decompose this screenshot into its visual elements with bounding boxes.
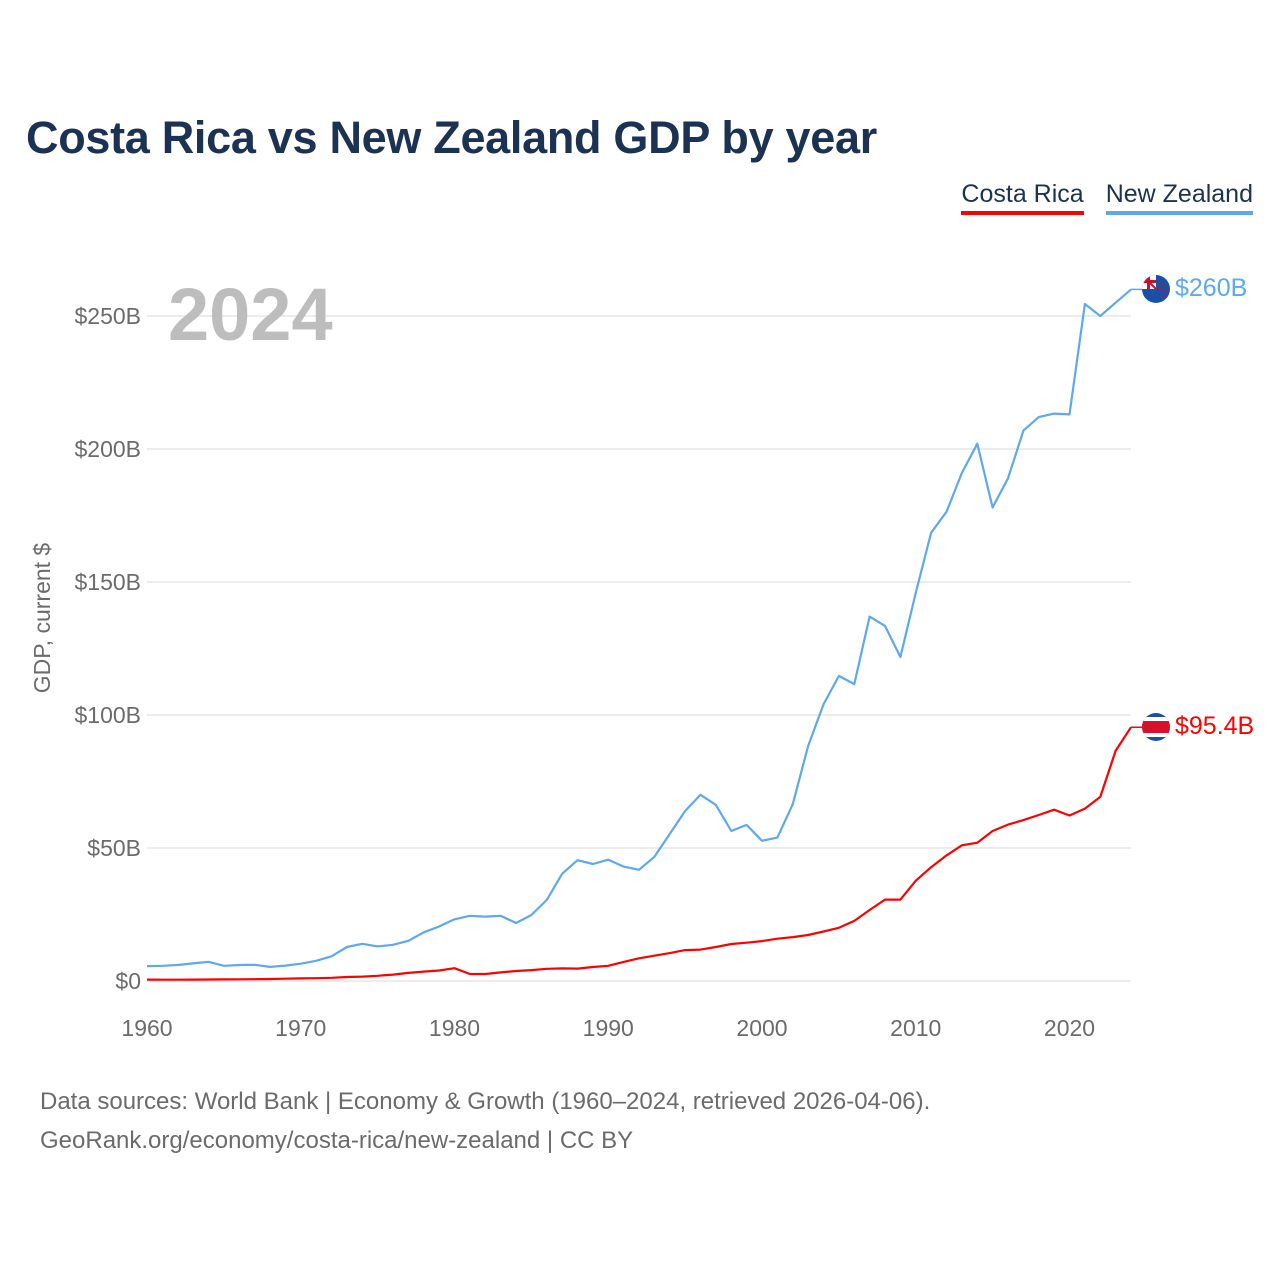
y-axis-ticks: $0 $50B $100B $150B $200B $250B (74, 303, 141, 994)
x-axis-ticks: 1960 1970 1980 1990 2000 2010 2020 (121, 1015, 1095, 1041)
x-tick-label: 1980 (429, 1015, 480, 1041)
footer: Data sources: World Bank | Economy & Gro… (40, 1082, 930, 1160)
series-line-costa-rica (146, 726, 1132, 981)
x-tick-label: 2010 (890, 1015, 941, 1041)
end-label-costa-rica: $95.4B (1175, 712, 1254, 740)
y-axis-label: GDP, current $ (29, 543, 55, 694)
y-tick-label: $250B (74, 303, 141, 329)
year-watermark: 2024 (168, 273, 333, 356)
x-tick-label: 2020 (1044, 1015, 1095, 1041)
y-tick-label: $150B (74, 569, 141, 595)
x-tick-label: 1990 (583, 1015, 634, 1041)
chart-title: Costa Rica vs New Zealand GDP by year (26, 112, 877, 163)
legend: Costa Rica New Zealand (961, 180, 1253, 215)
x-tick-label: 1970 (275, 1015, 326, 1041)
y-tick-label: $100B (74, 702, 141, 728)
y-tick-label: $0 (115, 968, 141, 994)
x-tick-label: 2000 (736, 1015, 787, 1041)
attribution-link[interactable]: GeoRank.org/economy/costa-rica/new-zeala… (40, 1127, 634, 1154)
flag-new-zealand-icon (1142, 275, 1170, 303)
end-label-new-zealand: $260B (1175, 274, 1247, 302)
flag-costa-rica-icon (1142, 713, 1170, 741)
gridlines (147, 315, 1131, 982)
x-tick-label: 1960 (121, 1015, 172, 1041)
data-source-text: Data sources: World Bank | Economy & Gro… (40, 1088, 931, 1115)
y-tick-label: $50B (87, 835, 141, 861)
series-lines (146, 288, 1142, 981)
legend-item-new-zealand[interactable]: New Zealand (1105, 180, 1253, 215)
legend-item-costa-rica[interactable]: Costa Rica (961, 180, 1084, 215)
series-line-new-zealand (146, 288, 1132, 968)
y-tick-label: $200B (74, 436, 141, 462)
